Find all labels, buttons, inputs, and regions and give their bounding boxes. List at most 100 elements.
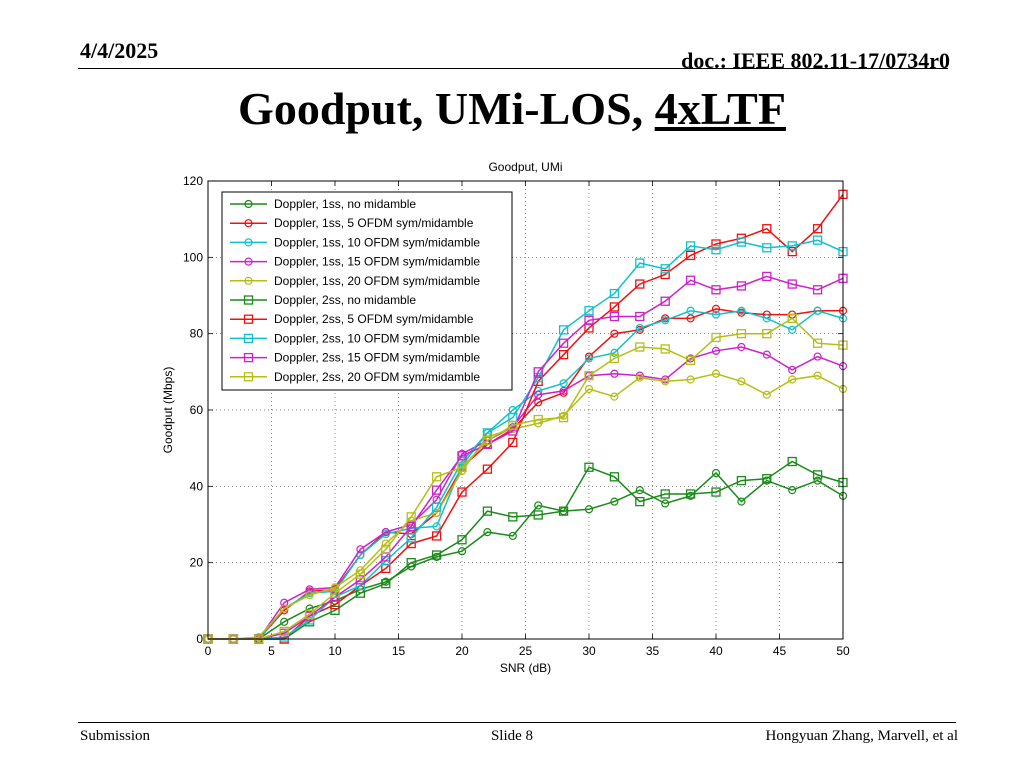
data-point-square xyxy=(711,239,721,249)
data-point-circle xyxy=(381,528,390,537)
data-point-square xyxy=(762,243,772,253)
data-point-circle xyxy=(737,342,746,352)
data-point-square xyxy=(406,512,416,522)
data-point-circle xyxy=(534,390,543,399)
data-point-square xyxy=(711,285,721,295)
data-point-circle xyxy=(244,238,253,247)
data-point-circle xyxy=(244,257,253,266)
data-point-circle xyxy=(610,392,619,401)
data-point-square xyxy=(330,605,340,616)
data-point-square xyxy=(279,626,289,637)
data-point-square xyxy=(787,246,797,257)
legend-label: Doppler, 1ss, 5 OFDM sym/midamble xyxy=(274,216,474,230)
data-point-circle xyxy=(661,316,670,325)
data-point-circle xyxy=(661,377,670,386)
legend-label: Doppler, 1ss, 10 OFDM sym/midamble xyxy=(274,235,480,249)
data-point-square xyxy=(609,302,620,312)
data-point-circle xyxy=(762,390,771,399)
data-point-square xyxy=(355,569,366,579)
legend-item-6: Doppler, 2ss, no midamble xyxy=(230,293,416,307)
data-point-circle xyxy=(737,497,746,506)
data-point-circle xyxy=(610,329,619,338)
data-point-square xyxy=(685,250,696,261)
data-point-square xyxy=(660,344,670,354)
data-point-square xyxy=(558,325,569,335)
legend-label: Doppler, 2ss, no midamble xyxy=(274,293,416,307)
data-point-square xyxy=(635,258,645,268)
data-point-circle xyxy=(686,375,695,384)
y-axis-label: Goodput (Mbps) xyxy=(161,367,175,454)
x-tick-label: 45 xyxy=(773,644,787,658)
series-polyline xyxy=(208,471,844,640)
slide-title: Goodput, UMi-LOS, 4xLTF xyxy=(0,82,1024,135)
data-point-square xyxy=(787,456,797,467)
data-point-circle xyxy=(534,501,543,510)
data-point-square xyxy=(457,487,467,497)
data-point-square xyxy=(660,296,670,306)
x-tick-label: 30 xyxy=(582,644,596,658)
data-point-square xyxy=(457,462,467,472)
data-point-circle xyxy=(584,384,594,394)
data-point-square xyxy=(584,315,594,325)
data-point-square xyxy=(243,333,254,344)
data-point-square xyxy=(243,314,254,324)
axes-box xyxy=(207,180,844,640)
data-point-circle xyxy=(635,373,644,382)
legend-item-7: Doppler, 2ss, 5 OFDM sym/midamble xyxy=(230,312,474,326)
data-point-square xyxy=(762,329,772,339)
data-point-square xyxy=(584,462,594,472)
data-point-square xyxy=(533,510,543,520)
legend: Doppler, 1ss, no midamble Doppler, 1ss, 5… xyxy=(221,191,513,391)
legend-item-3: Doppler, 1ss, 10 OFDM sym/midamble xyxy=(230,235,480,249)
data-point-square xyxy=(482,506,493,516)
y-tick-label: 80 xyxy=(190,327,204,341)
data-point-square xyxy=(457,535,467,545)
data-point-circle xyxy=(244,276,253,285)
data-point-square xyxy=(762,474,772,484)
data-point-circle xyxy=(330,583,340,592)
data-point-circle xyxy=(280,617,289,626)
data-point-square xyxy=(243,372,254,382)
data-point-square xyxy=(711,332,721,343)
data-point-circle xyxy=(788,486,797,495)
x-tick-label: 5 xyxy=(268,644,275,658)
data-point-square xyxy=(431,550,442,560)
data-point-square xyxy=(406,533,416,543)
data-point-square xyxy=(787,241,797,251)
legend-label: Doppler, 2ss, 10 OFDM sym/midamble xyxy=(274,331,480,345)
data-point-circle xyxy=(244,199,253,209)
data-point-circle xyxy=(584,505,594,514)
slide-date: 4/4/2025 xyxy=(80,38,159,63)
data-point-circle xyxy=(813,476,822,485)
data-point-circle xyxy=(711,310,721,319)
data-point-circle xyxy=(788,365,797,375)
data-point-circle xyxy=(762,350,771,359)
data-point-square xyxy=(558,412,569,423)
header-rule xyxy=(78,68,948,69)
legend-item-10: Doppler, 2ss, 20 OFDM sym/midamble xyxy=(230,370,480,384)
data-point-square xyxy=(431,502,442,512)
data-point-square xyxy=(381,544,391,554)
data-point-square xyxy=(584,306,594,316)
data-point-square xyxy=(243,295,254,305)
data-point-circle xyxy=(559,379,568,388)
data-point-circle xyxy=(711,304,721,313)
footer-submission: Submission xyxy=(80,728,151,744)
legend-item-8: Doppler, 2ss, 10 OFDM sym/midamble xyxy=(230,331,480,345)
data-point-square xyxy=(381,579,391,589)
data-point-circle xyxy=(432,508,441,518)
x-tick-label: 10 xyxy=(328,644,342,658)
data-point-circle xyxy=(711,468,721,478)
data-point-square xyxy=(787,279,797,289)
chart-title: Goodput, UMi xyxy=(488,160,562,174)
data-point-circle xyxy=(280,604,289,613)
data-point-circle xyxy=(813,306,822,315)
legend-item-2: Doppler, 1ss, 5 OFDM sym/midamble xyxy=(230,216,474,230)
y-tick-label: 40 xyxy=(190,479,204,493)
x-axis-label: SNR (dB) xyxy=(500,661,551,675)
data-point-circle xyxy=(381,539,390,548)
data-point-square xyxy=(482,435,493,446)
data-point-square xyxy=(406,558,416,568)
legend-label: Doppler, 2ss, 20 OFDM sym/midamble xyxy=(274,370,480,384)
